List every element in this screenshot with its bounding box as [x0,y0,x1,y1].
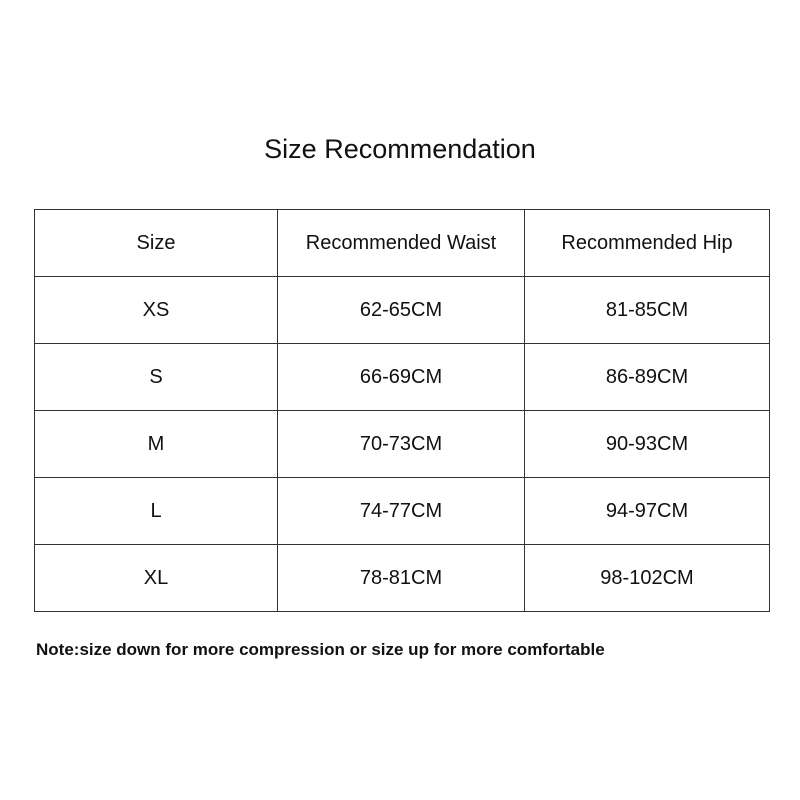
table-row: XL 78-81CM 98-102CM [34,544,770,612]
waist-cell: 62-65CM [277,276,525,344]
size-cell: M [34,410,278,478]
hip-cell: 94-97CM [524,477,770,545]
size-cell: L [34,477,278,545]
table-header-row: Size Recommended Waist Recommended Hip [34,209,770,277]
waist-cell: 66-69CM [277,343,525,411]
table-row: S 66-69CM 86-89CM [34,343,770,411]
hip-cell: 81-85CM [524,276,770,344]
hip-cell: 86-89CM [524,343,770,411]
size-cell: XL [34,544,278,612]
table-row: M 70-73CM 90-93CM [34,410,770,478]
waist-cell: 74-77CM [277,477,525,545]
header-size: Size [34,209,278,277]
hip-cell: 90-93CM [524,410,770,478]
header-waist: Recommended Waist [277,209,525,277]
table-row: L 74-77CM 94-97CM [34,477,770,545]
header-hip: Recommended Hip [524,209,770,277]
waist-cell: 70-73CM [277,410,525,478]
waist-cell: 78-81CM [277,544,525,612]
size-cell: S [34,343,278,411]
page-title: Size Recommendation [264,134,536,164]
size-cell: XS [34,276,278,344]
note-text: Note:size down for more compression or s… [36,640,605,659]
table-row: XS 62-65CM 81-85CM [34,276,770,344]
hip-cell: 98-102CM [524,544,770,612]
size-table: Size Recommended Waist Recommended Hip X… [34,209,770,612]
